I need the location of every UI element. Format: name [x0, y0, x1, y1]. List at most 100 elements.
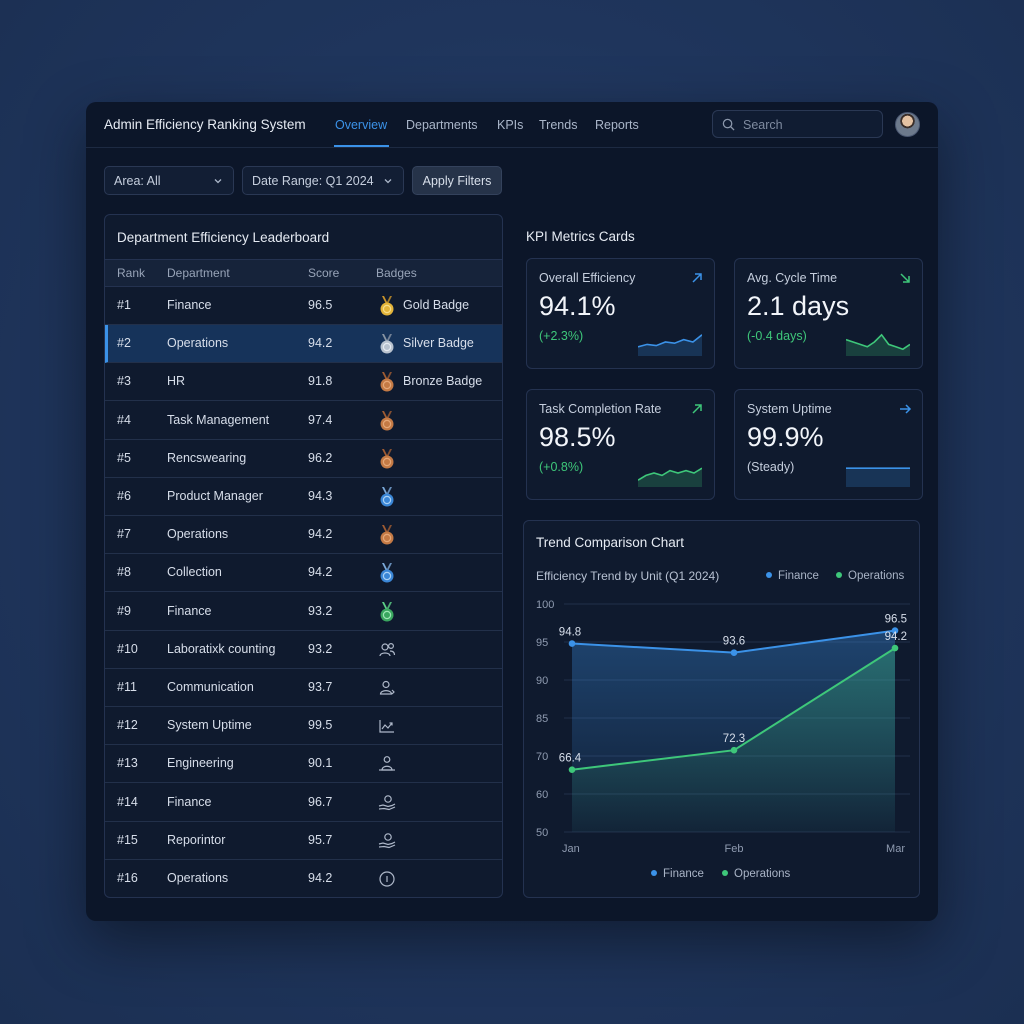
table-row[interactable]: #2 Operations 94.2 Silver Badge: [105, 325, 502, 364]
kpi-title: Avg. Cycle Time: [747, 271, 838, 285]
y-tick-label: 85: [536, 713, 548, 725]
column-header-badges[interactable]: Badges: [376, 266, 417, 280]
rank-cell: #13: [117, 756, 138, 771]
legend-finance-bottom[interactable]: Finance: [651, 868, 704, 880]
score-cell: 97.4: [308, 412, 333, 427]
kpi-value: 94.1%: [539, 291, 616, 321]
table-row[interactable]: #13 Engineering 90.1: [105, 745, 502, 784]
chart-subtitle: Efficiency Trend by Unit (Q1 2024): [536, 569, 720, 583]
table-row[interactable]: #14 Finance 96.7: [105, 784, 502, 822]
column-header-department[interactable]: Department: [167, 266, 230, 280]
tab-kpis[interactable]: KPIs: [497, 118, 524, 132]
table-row[interactable]: #3 HR 91.8 Bronze Badge: [105, 363, 502, 402]
data-label: 66.4: [559, 753, 582, 765]
department-cell: Operations: [167, 871, 229, 885]
arrow-up-right-icon: [692, 404, 702, 414]
rank-cell: #4: [117, 412, 131, 427]
table-row[interactable]: #9 Finance 93.2: [105, 593, 502, 631]
kpi-value: 2.1 days: [747, 291, 850, 321]
kpi-card[interactable]: Task Completion Rate 98.5% (+0.8%): [526, 389, 715, 500]
sparkline: [846, 333, 910, 356]
users-icon: [376, 639, 398, 661]
kpi-delta: (Steady): [747, 460, 795, 474]
kpi-title: Task Completion Rate: [539, 402, 662, 416]
table-row[interactable]: #15 Reporintor 95.7: [105, 822, 502, 860]
score-cell: 96.7: [308, 794, 333, 809]
department-cell: Collection: [167, 565, 222, 580]
data-point: [730, 746, 738, 754]
trend-title: Trend Comparison Chart: [536, 535, 685, 550]
department-cell: Finance: [167, 794, 212, 809]
rank-cell: #10: [117, 641, 138, 656]
legend-label: Operations: [848, 570, 905, 582]
legend-label: Finance: [778, 570, 819, 582]
rank-cell: #1: [117, 298, 131, 312]
rank-cell: #5: [117, 450, 131, 465]
department-cell: Operations: [167, 527, 229, 542]
y-tick-label: 70: [536, 751, 548, 763]
x-tick-label: Feb: [725, 843, 744, 855]
score-cell: 96.2: [308, 450, 333, 465]
rank-cell: #8: [117, 565, 131, 580]
legend-operations-bottom[interactable]: Operations: [722, 868, 790, 880]
kpi-card[interactable]: Avg. Cycle Time 2.1 days (-0.4 days): [734, 258, 923, 369]
trend-up-icon: [376, 715, 398, 737]
score-cell: 95.7: [308, 832, 333, 847]
score-cell: 94.2: [308, 527, 333, 542]
kpi-value: 98.5%: [539, 422, 616, 452]
column-header-score[interactable]: Score: [308, 266, 340, 280]
blue-medal-icon: [376, 486, 398, 508]
tab-trends[interactable]: Trends: [539, 118, 578, 132]
table-row[interactable]: #8 Collection 94.2: [105, 554, 502, 593]
sparkline-area: [846, 468, 910, 487]
table-row[interactable]: #10 Laboratixk counting 93.2: [105, 631, 502, 669]
rank-cell: #3: [117, 374, 131, 389]
score-cell: 96.5: [308, 298, 333, 312]
department-cell: Product Manager: [167, 489, 263, 503]
date-range-label: Date Range: Q1 2024: [252, 174, 374, 188]
kpi-card[interactable]: Overall Efficiency 94.1% (+2.3%): [526, 258, 715, 369]
badge-label: Gold Badge: [403, 298, 470, 312]
table-row[interactable]: #6 Product Manager 94.3: [105, 478, 502, 516]
legend-dot: [766, 572, 772, 578]
arrow-right-icon: [900, 404, 912, 414]
table-row[interactable]: #5 Rencswearing 96.2: [105, 440, 502, 478]
table-row[interactable]: #16 Operations 94.2: [105, 860, 502, 897]
sparkline-line: [638, 467, 702, 481]
score-cell: 99.5: [308, 718, 333, 733]
table-row[interactable]: #7 Operations 94.2: [105, 516, 502, 555]
y-tick-label: 95: [536, 637, 548, 649]
kpi-card[interactable]: System Uptime 99.9% (Steady): [734, 389, 923, 500]
area-filter[interactable]: Area: All: [104, 166, 234, 195]
tab-reports[interactable]: Reports: [595, 118, 639, 132]
legend-dot: [651, 870, 657, 876]
bronze-medal-icon: [376, 524, 398, 546]
sparkline: [638, 334, 702, 356]
department-cell: Task Management: [167, 412, 270, 427]
date-range-filter[interactable]: Date Range: Q1 2024: [242, 166, 404, 195]
table-row[interactable]: #12 System Uptime 99.5: [105, 707, 502, 746]
search-box[interactable]: [712, 110, 883, 138]
badge-label: Silver Badge: [403, 336, 474, 351]
tab-departments[interactable]: Departments: [406, 118, 478, 132]
table-row[interactable]: #1 Finance 96.5 Gold Badge: [105, 287, 502, 325]
avatar[interactable]: [895, 112, 920, 137]
department-cell: Engineering: [167, 756, 234, 771]
table-row[interactable]: #4 Task Management 97.4: [105, 402, 502, 440]
apply-filters-button[interactable]: Apply Filters: [412, 166, 502, 195]
rank-cell: #9: [117, 603, 131, 618]
rank-cell: #7: [117, 527, 131, 542]
info-circle-icon: [376, 868, 398, 890]
data-point: [891, 627, 899, 634]
area-filter-label: Area: All: [114, 174, 161, 188]
legend-dot: [722, 870, 728, 876]
rank-cell: #14: [117, 794, 138, 809]
sparkline: [846, 467, 910, 487]
column-header-rank[interactable]: Rank: [117, 266, 146, 280]
x-tick-label: Mar: [886, 843, 905, 855]
tab-overview[interactable]: Overview: [335, 118, 388, 132]
table-row[interactable]: #11 Communication 93.7: [105, 669, 502, 707]
legend-finance[interactable]: Finance: [766, 570, 819, 582]
search-input[interactable]: [743, 115, 878, 135]
legend-operations[interactable]: Operations: [836, 570, 904, 582]
